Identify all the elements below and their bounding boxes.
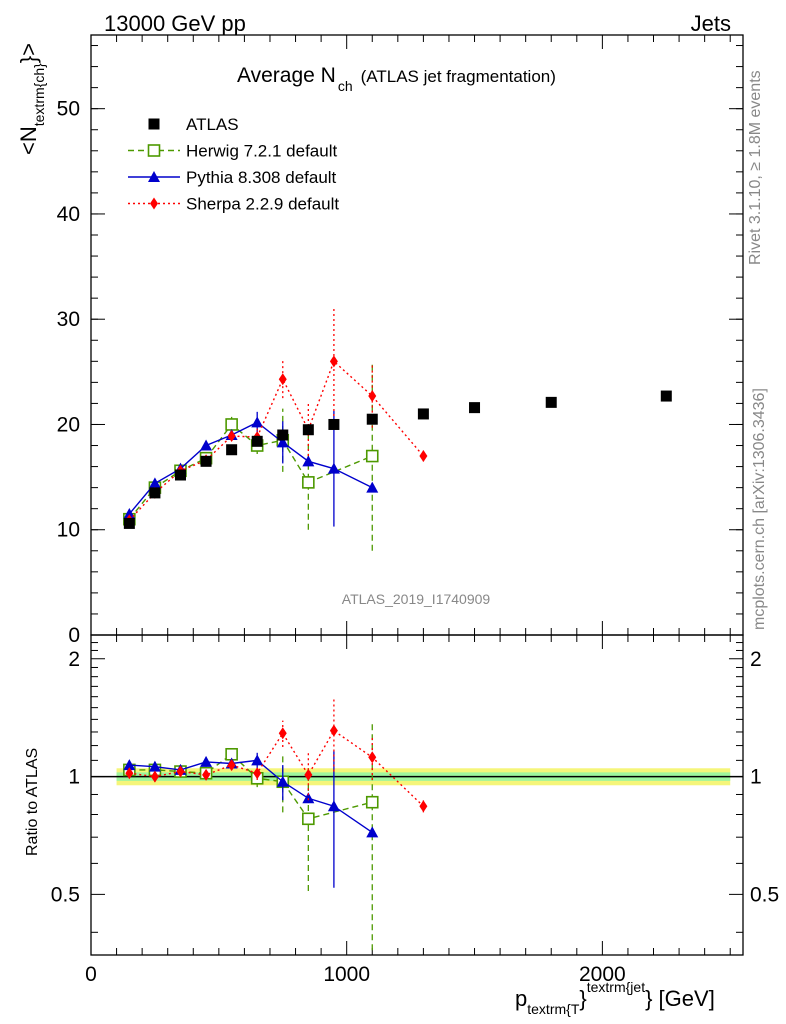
y-tick-label-right: 1 bbox=[750, 766, 762, 789]
data-point bbox=[329, 724, 338, 737]
x-tick-label: 2000 bbox=[579, 963, 626, 986]
data-point bbox=[277, 429, 289, 441]
data-point bbox=[276, 775, 289, 787]
data-point bbox=[419, 450, 428, 463]
data-point bbox=[368, 390, 377, 403]
rivet-label: Rivet 3.1.10, ≥ 1.8M events bbox=[747, 70, 764, 265]
series-line bbox=[129, 753, 373, 820]
data-point bbox=[150, 197, 158, 210]
series-line bbox=[128, 421, 373, 515]
data-point bbox=[329, 355, 338, 368]
data-point bbox=[365, 795, 379, 809]
data-point bbox=[327, 462, 340, 474]
data-point bbox=[302, 455, 315, 467]
data-point bbox=[366, 413, 378, 425]
data-point bbox=[278, 727, 287, 740]
xlabel: ptextrm{T}textrm{jet} [GeV] bbox=[515, 979, 715, 1017]
series-line bbox=[128, 360, 424, 521]
x-tick-label: 1000 bbox=[323, 963, 370, 986]
data-point bbox=[366, 481, 379, 493]
y-tick-label: 20 bbox=[57, 413, 80, 436]
legend-label: Herwig 7.2.1 default bbox=[186, 142, 337, 161]
data-point bbox=[149, 487, 161, 499]
header-left: 13000 GeV pp bbox=[104, 11, 246, 36]
series-line bbox=[129, 759, 373, 833]
data-point bbox=[251, 754, 264, 766]
data-point bbox=[150, 770, 159, 783]
data-point bbox=[123, 517, 135, 529]
data-point bbox=[302, 424, 314, 436]
main-plot-axes: 0 10 20 30 40 50 bbox=[57, 34, 744, 647]
y-tick-label: 50 bbox=[57, 98, 80, 121]
legend-label: ATLAS bbox=[186, 115, 239, 134]
data-point bbox=[200, 439, 213, 451]
data-point bbox=[368, 751, 377, 764]
y-tick-label: 0 bbox=[68, 624, 80, 647]
data-point bbox=[200, 455, 212, 467]
legend: ATLAS Herwig 7.2.1 default Pythia 8.308 de… bbox=[128, 115, 339, 214]
data-point bbox=[226, 444, 238, 456]
y-tick-label: 10 bbox=[57, 519, 80, 542]
data-point bbox=[366, 826, 379, 838]
data-point bbox=[123, 759, 136, 771]
ratio-plot-axes: 0.5 0.5 1 1 2 2 0 1000 2000 bbox=[51, 634, 779, 986]
data-point bbox=[148, 171, 160, 182]
data-point bbox=[147, 144, 161, 157]
data-point bbox=[200, 755, 213, 767]
data-point bbox=[302, 476, 315, 489]
analysis-watermark: ATLAS_2019_I1740909 bbox=[342, 591, 491, 607]
y-tick-label: 30 bbox=[57, 308, 80, 331]
data-point bbox=[202, 768, 211, 781]
data-point bbox=[227, 759, 236, 772]
data-point bbox=[365, 449, 379, 463]
data-point bbox=[417, 408, 429, 420]
data-point bbox=[304, 768, 313, 781]
data-point bbox=[327, 800, 340, 812]
header-right: Jets bbox=[691, 11, 731, 36]
data-point bbox=[302, 792, 315, 804]
data-point bbox=[545, 396, 557, 408]
data-point bbox=[148, 760, 161, 772]
data-point bbox=[225, 418, 238, 431]
y-tick-label: 1 bbox=[68, 766, 80, 789]
ratio-ylabel: Ratio to ATLAS bbox=[24, 748, 41, 856]
data-point bbox=[251, 435, 263, 447]
y-tick-label-right: 0.5 bbox=[750, 883, 779, 906]
y-tick-label: 0.5 bbox=[51, 883, 80, 906]
data-point bbox=[253, 767, 262, 780]
data-point bbox=[278, 373, 287, 386]
data-point bbox=[660, 390, 672, 402]
x-tick-label: 0 bbox=[85, 963, 97, 986]
data-point bbox=[148, 477, 161, 489]
data-point bbox=[176, 765, 185, 778]
main-plot-series bbox=[123, 306, 672, 551]
mcplots-label: mcplots.cern.ch [arXiv:1306.3436] bbox=[751, 388, 768, 630]
data-point bbox=[251, 416, 264, 428]
legend-label: Pythia 8.308 default bbox=[186, 168, 337, 187]
y-tick-label: 40 bbox=[57, 203, 80, 226]
data-point bbox=[174, 469, 186, 481]
ratio-plot-series bbox=[123, 697, 428, 951]
data-point bbox=[469, 402, 481, 414]
data-point bbox=[419, 800, 428, 813]
main-ylabel: <Ntextrm{ch}}> bbox=[16, 43, 47, 155]
data-point bbox=[148, 118, 160, 130]
y-tick-label-right: 2 bbox=[750, 648, 762, 671]
y-tick-label: 2 bbox=[68, 648, 80, 671]
data-point bbox=[302, 812, 315, 826]
data-point bbox=[227, 430, 236, 443]
legend-label: Sherpa 2.2.9 default bbox=[186, 195, 339, 214]
data-point bbox=[328, 418, 340, 430]
ratio-frame bbox=[90, 634, 744, 956]
data-point bbox=[125, 767, 134, 780]
data-point bbox=[276, 436, 289, 448]
